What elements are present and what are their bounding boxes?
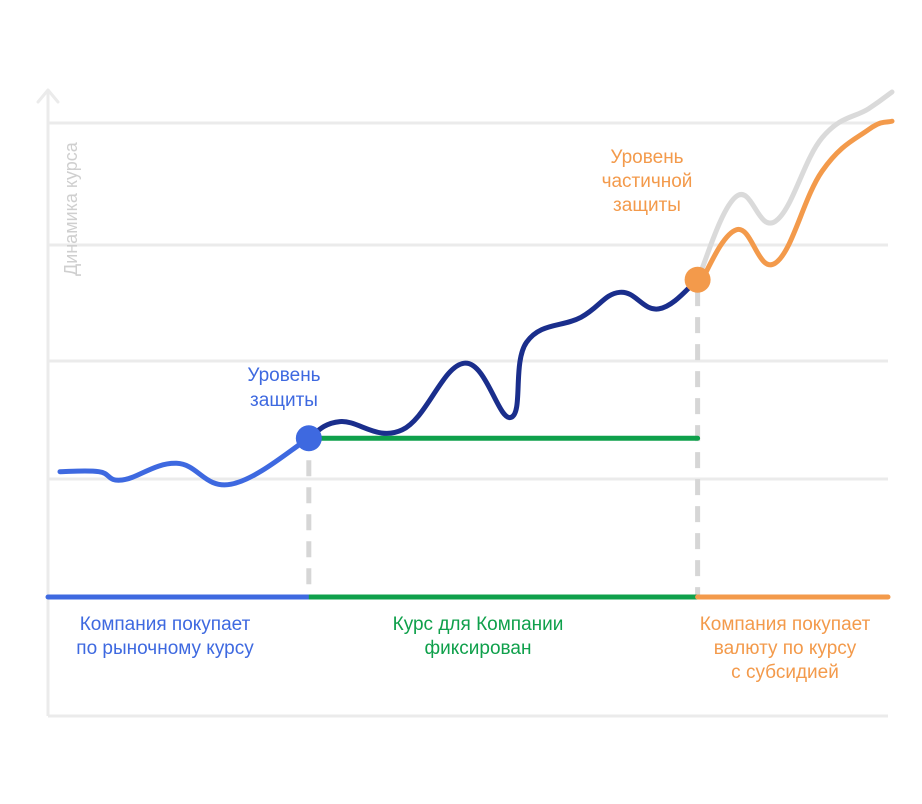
y-axis-label: Динамика курса bbox=[61, 141, 81, 276]
series-protected-rate bbox=[306, 277, 701, 441]
phase-label-fixed-line-2: фиксирован bbox=[425, 638, 532, 659]
phase-label-market-line-1: Компания покупает bbox=[80, 614, 251, 635]
phase-label-subsidy-line-3: с субсидией bbox=[731, 662, 839, 683]
annotation-partial-protection-level-line-1: Уровень bbox=[610, 147, 683, 168]
marker-protection-level bbox=[295, 425, 322, 452]
phase-label-subsidy-line-2: валюту по курсу bbox=[714, 638, 857, 659]
series-market-rate bbox=[57, 435, 312, 488]
annotations: Уровень защиты Уровень частичной защиты bbox=[247, 147, 692, 411]
annotation-partial-protection-level-line-2: частичной bbox=[602, 171, 693, 192]
markers bbox=[295, 266, 711, 452]
axes bbox=[36, 88, 888, 718]
phase-labels: Компания покупает по рыночному курсу Курс … bbox=[76, 614, 870, 683]
phase-label-market-line-2: по рыночному курсу bbox=[76, 638, 254, 659]
annotation-protection-level-line-1: Уровень bbox=[247, 365, 320, 386]
phase-label-fixed-line-1: Курс для Компании bbox=[393, 614, 564, 635]
y-axis-arrow bbox=[36, 88, 60, 104]
series-market-reference-rate bbox=[695, 89, 895, 283]
grid-lines bbox=[48, 121, 888, 481]
phase-boundary-guides bbox=[306, 290, 701, 595]
annotation-partial-protection-level-line-3: защиты bbox=[613, 195, 681, 216]
series-subsidy-rate bbox=[695, 118, 895, 291]
annotation-protection-level-line-2: защиты bbox=[250, 390, 318, 411]
series-lines bbox=[57, 89, 895, 488]
marker-partial-protection-level bbox=[684, 266, 711, 293]
phase-label-subsidy-line-1: Компания покупает bbox=[700, 614, 871, 635]
